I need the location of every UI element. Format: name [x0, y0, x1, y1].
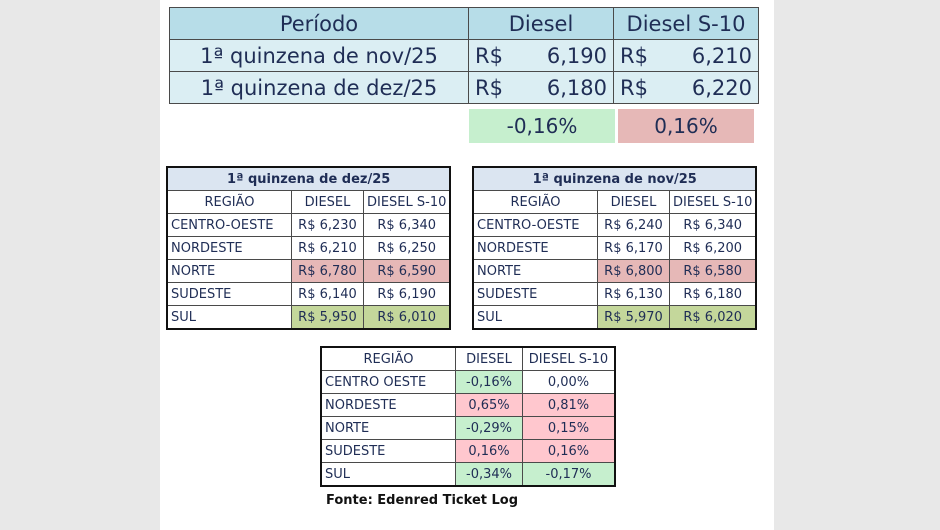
summary-period: 1ª quinzena de nov/25: [169, 39, 469, 72]
summary-header-period: Período: [169, 7, 469, 40]
s10-variation: 0,81%: [522, 393, 616, 417]
table-row: NORDESTE R$ 6,170 R$ 6,200: [472, 236, 757, 260]
table-row: SUDESTE R$ 6,140 R$ 6,190: [166, 282, 451, 306]
table-row: NORTE R$ 6,780 R$ 6,590: [166, 259, 451, 283]
currency-symbol: R$: [468, 71, 519, 104]
s10-price-highest: R$ 6,590: [363, 259, 451, 283]
diesel-variation: -0,34%: [455, 462, 523, 487]
column-header-row: REGIÃO DIESEL DIESEL S-10: [320, 346, 616, 371]
s10-price: R$ 6,250: [363, 236, 451, 260]
column-header-diesel: DIESEL: [455, 346, 523, 371]
region-name: CENTRO-OESTE: [166, 213, 292, 237]
diesel-price-highest: R$ 6,780: [291, 259, 364, 283]
table-row: SUL R$ 5,970 R$ 6,020: [472, 305, 757, 330]
currency-symbol: R$: [613, 39, 664, 72]
table-row: SUL R$ 5,950 R$ 6,010: [166, 305, 451, 330]
column-header-region: REGIÃO: [320, 346, 456, 371]
summary-header-row: Período Diesel Diesel S-10: [169, 7, 759, 40]
table-row: SUL -0,34% -0,17%: [320, 462, 616, 487]
diesel-price-highest: R$ 6,800: [597, 259, 670, 283]
diesel-variation: -0,29%: [455, 416, 523, 440]
region-name: SUDESTE: [472, 282, 598, 306]
s10-price: R$ 6,200: [669, 236, 757, 260]
region-name: CENTRO OESTE: [320, 370, 456, 394]
column-header-region: REGIÃO: [166, 190, 292, 214]
diesel-price: R$ 6,240: [597, 213, 670, 237]
diesel-price-lowest: R$ 5,950: [291, 305, 364, 330]
s10-variation: 0,16%: [522, 439, 616, 463]
region-name: NORTE: [472, 259, 598, 283]
s10-variation: 0,15%: [522, 416, 616, 440]
diesel-price-lowest: R$ 5,970: [597, 305, 670, 330]
diesel-price: R$ 6,170: [597, 236, 670, 260]
diesel-price: R$ 6,230: [291, 213, 364, 237]
summary-diesel-value: 6,180: [519, 71, 614, 104]
diesel-price: R$ 6,130: [597, 282, 670, 306]
diesel-price: R$ 6,140: [291, 282, 364, 306]
summary-row: 1ª quinzena de nov/25 R$ 6,190 R$ 6,210: [169, 39, 759, 72]
region-name: CENTRO-OESTE: [472, 213, 598, 237]
table-row: NORTE R$ 6,800 R$ 6,580: [472, 259, 757, 283]
s10-price-lowest: R$ 6,010: [363, 305, 451, 330]
summary-diesel-value: 6,190: [519, 39, 614, 72]
diesel-variation: -0,16%: [455, 370, 523, 394]
summary-period: 1ª quinzena de dez/25: [169, 71, 469, 104]
table-caption: 1ª quinzena de dez/25: [166, 166, 451, 191]
currency-symbol: R$: [613, 71, 664, 104]
region-name: SUDESTE: [320, 439, 456, 463]
variation-s10-badge: 0,16%: [618, 109, 754, 143]
column-header-row: REGIÃO DIESEL DIESEL S-10: [472, 190, 757, 214]
table-caption-row: 1ª quinzena de nov/25: [472, 166, 757, 191]
region-name: SUDESTE: [166, 282, 292, 306]
table-row: NORTE -0,29% 0,15%: [320, 416, 616, 440]
region-name: NORTE: [166, 259, 292, 283]
column-header-diesel: DIESEL: [291, 190, 364, 214]
table-caption-row: 1ª quinzena de dez/25: [166, 166, 451, 191]
summary-s10-value: 6,210: [664, 39, 759, 72]
s10-variation: 0,00%: [522, 370, 616, 394]
region-name: NORTE: [320, 416, 456, 440]
table-row: NORDESTE 0,65% 0,81%: [320, 393, 616, 417]
regional-table-nov: 1ª quinzena de nov/25 REGIÃO DIESEL DIES…: [472, 166, 758, 330]
region-name: NORDESTE: [320, 393, 456, 417]
table-row: SUDESTE R$ 6,130 R$ 6,180: [472, 282, 757, 306]
diesel-price: R$ 6,210: [291, 236, 364, 260]
s10-price-lowest: R$ 6,020: [669, 305, 757, 330]
region-name: SUL: [320, 462, 456, 487]
table-row: SUDESTE 0,16% 0,16%: [320, 439, 616, 463]
s10-variation: -0,17%: [522, 462, 616, 487]
summary-price-table: Período Diesel Diesel S-10 1ª quinzena d…: [169, 7, 759, 104]
column-header-diesel: DIESEL: [597, 190, 670, 214]
variation-diesel-badge: -0,16%: [469, 109, 615, 143]
regional-table-dez: 1ª quinzena de dez/25 REGIÃO DIESEL DIES…: [166, 166, 452, 330]
table-row: NORDESTE R$ 6,210 R$ 6,250: [166, 236, 451, 260]
source-caption: Fonte: Edenred Ticket Log: [326, 493, 519, 508]
s10-price: R$ 6,340: [363, 213, 451, 237]
table-caption: 1ª quinzena de nov/25: [472, 166, 757, 191]
table-row: CENTRO-OESTE R$ 6,240 R$ 6,340: [472, 213, 757, 237]
regional-variation-table: REGIÃO DIESEL DIESEL S-10 CENTRO OESTE -…: [320, 346, 616, 487]
s10-price: R$ 6,340: [669, 213, 757, 237]
summary-header-diesel: Diesel: [468, 7, 614, 40]
region-name: SUL: [472, 305, 598, 330]
s10-price: R$ 6,190: [363, 282, 451, 306]
s10-price-highest: R$ 6,580: [669, 259, 757, 283]
column-header-region: REGIÃO: [472, 190, 598, 214]
column-header-s10: DIESEL S-10: [669, 190, 757, 214]
region-name: NORDESTE: [166, 236, 292, 260]
table-row: CENTRO-OESTE R$ 6,230 R$ 6,340: [166, 213, 451, 237]
table-row: CENTRO OESTE -0,16% 0,00%: [320, 370, 616, 394]
currency-symbol: R$: [468, 39, 519, 72]
column-header-row: REGIÃO DIESEL DIESEL S-10: [166, 190, 451, 214]
column-header-s10: DIESEL S-10: [363, 190, 451, 214]
summary-row: 1ª quinzena de dez/25 R$ 6,180 R$ 6,220: [169, 71, 759, 104]
s10-price: R$ 6,180: [669, 282, 757, 306]
column-header-s10: DIESEL S-10: [522, 346, 616, 371]
region-name: NORDESTE: [472, 236, 598, 260]
diesel-variation: 0,16%: [455, 439, 523, 463]
diesel-variation: 0,65%: [455, 393, 523, 417]
summary-header-s10: Diesel S-10: [613, 7, 759, 40]
summary-s10-value: 6,220: [664, 71, 759, 104]
region-name: SUL: [166, 305, 292, 330]
